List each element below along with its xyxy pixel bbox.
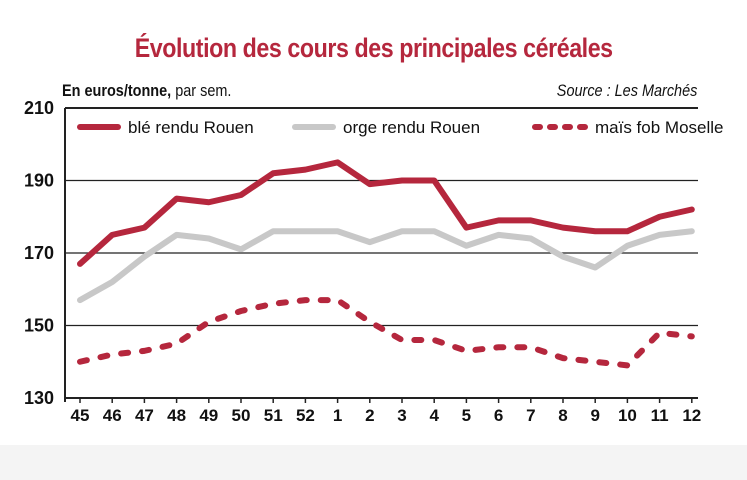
x-tick-label-4: 4 — [429, 406, 439, 425]
bottom-band — [0, 445, 747, 480]
x-tick-label-9: 9 — [590, 406, 599, 425]
legend-label-1: orge rendu Rouen — [343, 118, 480, 137]
x-tick-label-49: 49 — [199, 406, 218, 425]
x-tick-label-46: 46 — [103, 406, 122, 425]
series-line-1 — [77, 228, 695, 304]
unit-label: En euros/tonne, par sem. — [62, 81, 231, 101]
source-label: Source : Les Marchés — [556, 81, 697, 100]
y-tick-label-210: 210 — [24, 98, 54, 118]
x-tick-label-47: 47 — [135, 406, 154, 425]
legend-label-0: blé rendu Rouen — [128, 118, 254, 137]
legend-label-2: maïs fob Moselle — [595, 118, 724, 137]
x-tick-label-1: 1 — [333, 406, 342, 425]
x-tick-label-45: 45 — [71, 406, 90, 425]
y-tick-label-150: 150 — [24, 316, 54, 336]
x-tick-label-2: 2 — [365, 406, 374, 425]
y-tick-label-190: 190 — [24, 171, 54, 191]
y-tick-label-170: 170 — [24, 243, 54, 263]
unit-label-bold: En euros/tonne, — [62, 81, 172, 100]
x-tick-label-11: 11 — [651, 406, 669, 425]
chart-title: Évolution des cours des principales céré… — [134, 33, 613, 63]
x-tick-label-48: 48 — [167, 406, 186, 425]
x-tick-label-51: 51 — [264, 406, 283, 425]
x-tick-label-50: 50 — [232, 406, 251, 425]
unit-label-rest: par sem. — [171, 81, 232, 100]
x-tick-label-10: 10 — [618, 406, 637, 425]
x-tick-label-3: 3 — [397, 406, 406, 425]
x-tick-label-7: 7 — [526, 406, 535, 425]
x-tick-label-5: 5 — [462, 406, 471, 425]
x-tick-label-12: 12 — [682, 406, 701, 425]
x-tick-label-52: 52 — [296, 406, 315, 425]
series-line-2 — [77, 297, 695, 369]
x-tick-label-8: 8 — [558, 406, 567, 425]
y-tick-label-130: 130 — [24, 388, 54, 408]
series-line-0 — [77, 159, 695, 267]
x-tick-label-6: 6 — [494, 406, 503, 425]
